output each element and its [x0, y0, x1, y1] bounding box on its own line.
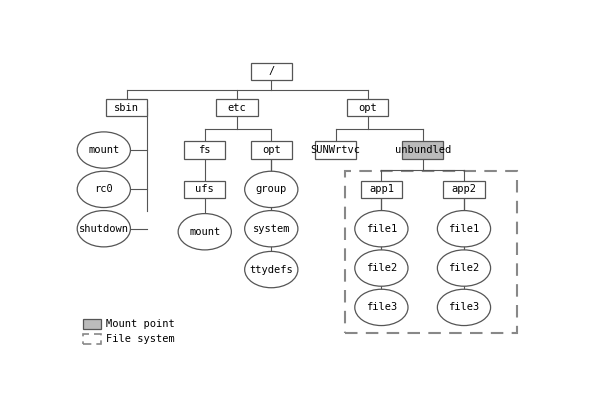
Text: ttydefs: ttydefs [249, 264, 293, 275]
Text: mount: mount [189, 227, 220, 237]
Ellipse shape [77, 171, 130, 208]
Ellipse shape [355, 289, 408, 325]
FancyBboxPatch shape [83, 319, 101, 329]
Text: file2: file2 [448, 263, 480, 273]
Text: Mount point: Mount point [106, 319, 175, 329]
Ellipse shape [355, 250, 408, 286]
Text: system: system [253, 224, 290, 234]
Text: app1: app1 [369, 184, 394, 195]
FancyBboxPatch shape [402, 141, 443, 159]
Ellipse shape [437, 289, 491, 325]
FancyBboxPatch shape [184, 141, 226, 159]
Ellipse shape [437, 211, 491, 247]
FancyBboxPatch shape [250, 62, 292, 80]
Text: unbundled: unbundled [394, 145, 451, 155]
Ellipse shape [244, 252, 298, 288]
Text: SUNWrtvc: SUNWrtvc [311, 145, 361, 155]
FancyBboxPatch shape [106, 99, 147, 116]
FancyBboxPatch shape [216, 99, 258, 116]
Text: fs: fs [198, 145, 211, 155]
Text: sbin: sbin [114, 103, 139, 113]
Text: /: / [268, 66, 275, 76]
FancyBboxPatch shape [250, 141, 292, 159]
Ellipse shape [244, 171, 298, 208]
Ellipse shape [178, 214, 231, 250]
Text: opt: opt [358, 103, 377, 113]
FancyBboxPatch shape [361, 181, 402, 198]
Ellipse shape [77, 211, 130, 247]
Ellipse shape [437, 250, 491, 286]
Text: shutdown: shutdown [79, 224, 129, 234]
Text: file3: file3 [448, 302, 480, 312]
Text: file3: file3 [366, 302, 397, 312]
FancyBboxPatch shape [184, 181, 226, 198]
Text: file1: file1 [366, 224, 397, 234]
Text: file1: file1 [448, 224, 480, 234]
Ellipse shape [244, 211, 298, 247]
Text: File system: File system [106, 334, 175, 344]
Text: mount: mount [88, 145, 120, 155]
FancyBboxPatch shape [347, 99, 388, 116]
Ellipse shape [355, 211, 408, 247]
Text: etc: etc [227, 103, 246, 113]
Text: rc0: rc0 [95, 184, 113, 195]
FancyBboxPatch shape [315, 141, 356, 159]
Text: ufs: ufs [195, 184, 214, 195]
Text: file2: file2 [366, 263, 397, 273]
Text: group: group [256, 184, 287, 195]
Text: app2: app2 [452, 184, 477, 195]
Ellipse shape [77, 132, 130, 168]
FancyBboxPatch shape [443, 181, 485, 198]
Text: opt: opt [262, 145, 281, 155]
